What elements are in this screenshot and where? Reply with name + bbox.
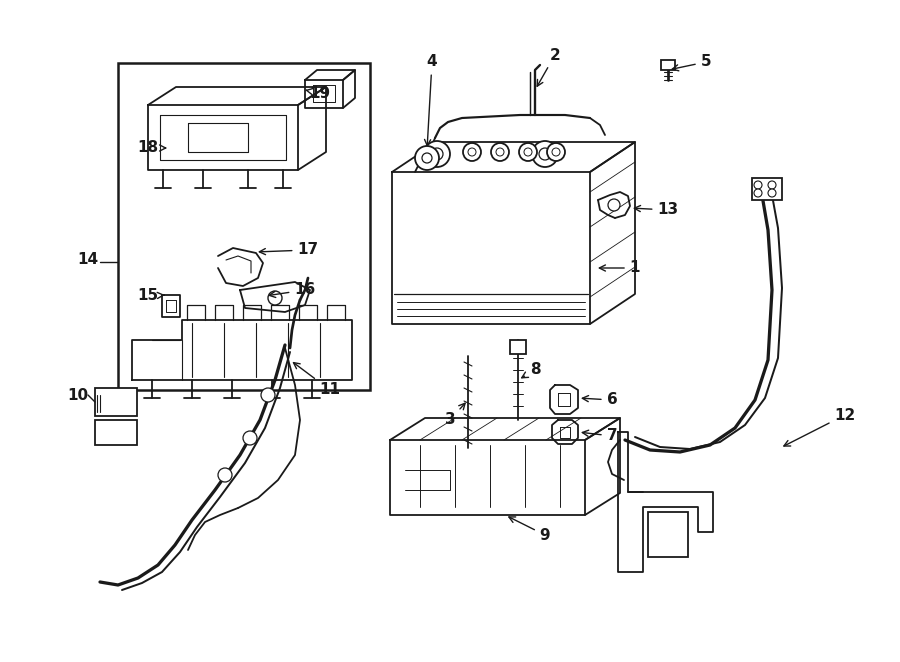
Bar [752, 178, 782, 200]
Circle shape [754, 181, 762, 189]
Text: 3: 3 [445, 403, 465, 428]
Circle shape [768, 181, 776, 189]
Text: 14: 14 [77, 252, 99, 267]
Circle shape [431, 148, 443, 160]
Text: 6: 6 [582, 393, 617, 408]
Circle shape [424, 141, 450, 167]
Circle shape [218, 468, 232, 482]
Text: 9: 9 [508, 517, 550, 542]
Text: 16: 16 [269, 283, 316, 297]
Circle shape [768, 189, 776, 197]
Circle shape [547, 143, 565, 161]
Circle shape [519, 143, 537, 161]
Text: 13: 13 [634, 203, 679, 218]
Circle shape [468, 148, 476, 156]
Bar [648, 512, 688, 557]
Text: 19: 19 [306, 85, 330, 101]
Circle shape [491, 143, 509, 161]
Text: 18: 18 [138, 140, 166, 156]
Text: 17: 17 [259, 242, 319, 258]
Text: 12: 12 [784, 408, 856, 446]
Circle shape [415, 146, 439, 170]
Text: 7: 7 [582, 428, 617, 444]
Circle shape [539, 148, 551, 160]
Circle shape [754, 189, 762, 197]
Circle shape [268, 291, 282, 305]
Text: 4: 4 [425, 54, 437, 146]
Text: 15: 15 [138, 289, 164, 303]
Circle shape [463, 143, 481, 161]
Text: 2: 2 [537, 48, 561, 86]
Bar [510, 340, 526, 354]
Circle shape [261, 388, 275, 402]
Bar [95, 388, 137, 416]
Bar [95, 420, 137, 445]
Circle shape [422, 153, 432, 163]
Circle shape [532, 141, 558, 167]
Bar [661, 60, 675, 70]
Circle shape [552, 148, 560, 156]
Circle shape [608, 199, 620, 211]
Text: 5: 5 [672, 54, 711, 71]
Text: 11: 11 [293, 363, 340, 397]
Circle shape [524, 148, 532, 156]
Text: 1: 1 [599, 261, 640, 275]
Circle shape [243, 431, 257, 445]
Bar [118, 63, 370, 390]
Text: 10: 10 [68, 387, 88, 402]
Circle shape [496, 148, 504, 156]
Text: 8: 8 [522, 363, 540, 378]
